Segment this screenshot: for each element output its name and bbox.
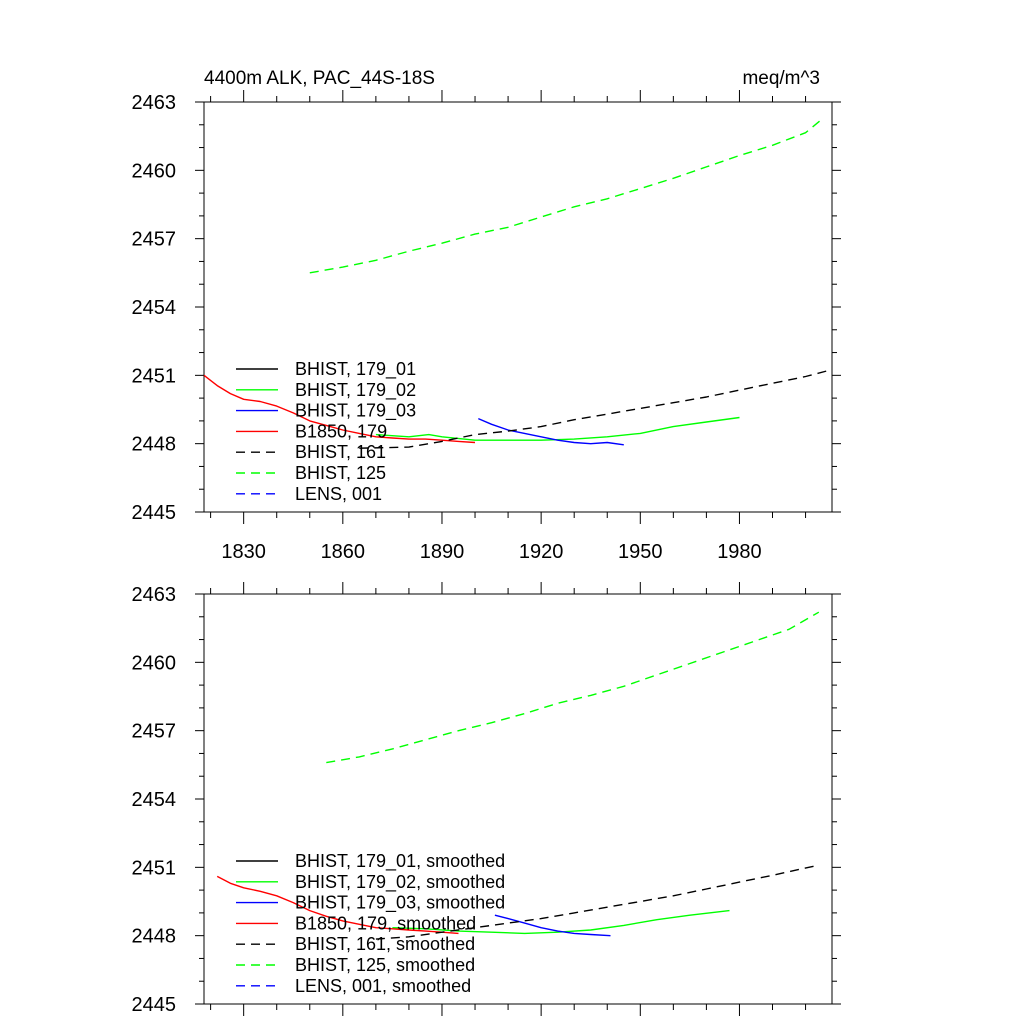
- x-tick-label: 1980: [717, 541, 762, 563]
- y-tick-label: 2445: [132, 994, 177, 1016]
- legend-label: LENS, 001: [295, 484, 382, 504]
- series-line-3: [216, 875, 459, 935]
- y-tick-label: 2451: [132, 365, 177, 387]
- series-line-1: [392, 909, 730, 935]
- x-tick-label: 1950: [618, 541, 663, 563]
- series-line-3: [203, 374, 476, 444]
- y-tick-label: 2460: [132, 652, 177, 674]
- y-tick-label: 2457: [132, 721, 177, 743]
- x-tick-label: 1920: [519, 541, 564, 563]
- y-tick-label: 2454: [132, 297, 177, 319]
- y-tick-label: 2448: [132, 434, 177, 456]
- x-tick-label: 1860: [321, 541, 366, 563]
- series-line-2: [478, 417, 624, 446]
- y-tick-label: 2448: [132, 926, 177, 948]
- legend-label: BHIST, 161, smoothed: [295, 934, 475, 954]
- series-line-5: [326, 611, 820, 764]
- chart-units: meq/m^3: [742, 68, 820, 89]
- chart-title: 4400m ALK, PAC_44S-18S: [204, 68, 435, 89]
- series-line-5: [309, 118, 823, 274]
- legend-label: B1850, 179, smoothed: [295, 913, 476, 933]
- y-tick-label: 2463: [132, 92, 177, 114]
- x-tick-label: 1890: [420, 541, 465, 563]
- legend-label: BHIST, 179_03, smoothed: [295, 893, 505, 914]
- y-tick-label: 2451: [132, 857, 177, 879]
- y-tick-label: 2457: [132, 229, 177, 251]
- legend-label: BHIST, 179_03: [295, 401, 416, 422]
- legend-label: BHIST, 179_01, smoothed: [295, 851, 505, 872]
- legend-label: LENS, 001, smoothed: [295, 976, 471, 996]
- series-line-4: [375, 864, 819, 940]
- legend-label: BHIST, 161: [295, 442, 386, 462]
- series-line-1: [375, 416, 740, 441]
- y-tick-label: 2460: [132, 160, 177, 182]
- y-tick-label: 2445: [132, 502, 177, 524]
- x-tick-label: 1830: [221, 541, 266, 563]
- series-line-4: [359, 368, 833, 449]
- legend-label: B1850, 179: [295, 421, 387, 441]
- legend-label: BHIST, 179_01: [295, 359, 416, 380]
- legend-label: BHIST, 179_02, smoothed: [295, 872, 505, 893]
- y-tick-label: 2463: [132, 584, 177, 606]
- bottom-panel: 2445 2448 2451 2454 2457 2460 2463 BHIST, 179_0…: [132, 582, 841, 1016]
- legend-label: BHIST, 179_02: [295, 380, 416, 401]
- top-panel: 2445 2448 2451 2454 2457 2460 2463 1830 1860 1890…: [132, 68, 841, 563]
- legend-label: BHIST, 125: [295, 463, 386, 483]
- legend-label: BHIST, 125, smoothed: [295, 955, 475, 975]
- series-line-2: [494, 914, 611, 937]
- y-tick-label: 2454: [132, 789, 177, 811]
